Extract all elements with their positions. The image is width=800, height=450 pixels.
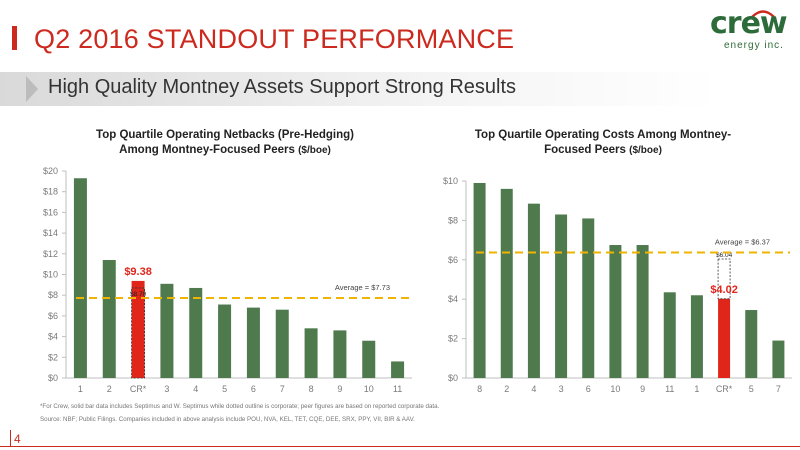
chart1-y-tick-label: $0 bbox=[48, 373, 58, 383]
chart2-bar bbox=[745, 310, 758, 378]
chart1-corporate-label: $8.70 bbox=[130, 291, 147, 298]
chart2-corporate-outline bbox=[717, 258, 731, 300]
chart2-x-tick-label: 4 bbox=[531, 384, 536, 394]
chart1-y-tick-label: $8 bbox=[48, 290, 58, 300]
chart2-x-tick-label: 9 bbox=[640, 384, 645, 394]
chart2-bar bbox=[718, 298, 731, 378]
subtitle-banner: High Quality Montney Assets Support Stro… bbox=[0, 72, 800, 106]
chart1-x-tick-label: 6 bbox=[251, 384, 256, 394]
chart1-title-line2: Among Montney-Focused Peers ($/boe) bbox=[40, 143, 410, 158]
chart2-y-tick-label: $8 bbox=[448, 215, 458, 225]
chart1-y-tick-label: $6 bbox=[48, 311, 58, 321]
chart1-x-tick-label: 10 bbox=[364, 384, 374, 394]
logo-arc-icon bbox=[751, 10, 775, 18]
chart1-x-tick-label: 4 bbox=[193, 384, 198, 394]
title-accent-bar bbox=[12, 26, 17, 50]
chart1-bar bbox=[333, 330, 347, 378]
chart1-bar bbox=[362, 340, 376, 378]
chart2-average-label: Average = $6.37 bbox=[715, 238, 770, 247]
chart1-bar bbox=[160, 283, 174, 378]
chart2-x-tick-label: 7 bbox=[776, 384, 781, 394]
chart2-title-line2: Focused Peers ($/boe) bbox=[418, 143, 788, 158]
chart1-bar bbox=[218, 304, 232, 378]
page-number: 4 bbox=[14, 432, 21, 446]
chart1-y-tick-label: $12 bbox=[43, 249, 58, 259]
chart2-y-tick-label: $0 bbox=[448, 373, 458, 383]
chart1-y-tick-label: $10 bbox=[43, 270, 58, 280]
chart1-x-tick-label: 2 bbox=[107, 384, 112, 394]
chart2-bar bbox=[582, 218, 595, 378]
footnote-line1: *For Crew, solid bar data includes Septi… bbox=[40, 403, 440, 410]
chart2-title-line2-text: Focused Peers bbox=[544, 144, 626, 156]
chart2-bar bbox=[772, 340, 785, 378]
footer-line bbox=[0, 446, 800, 447]
subtitle-shade bbox=[0, 72, 720, 106]
chart2-title-line1: Top Quartile Operating Costs Among Montn… bbox=[474, 129, 732, 141]
chart1-title: Top Quartile Operating Netbacks (Pre-Hed… bbox=[40, 128, 410, 158]
chart1-highlight-label: $9.38 bbox=[124, 266, 152, 278]
chart1-bar bbox=[189, 287, 203, 378]
chart1-y-tick-label: $20 bbox=[43, 166, 58, 176]
chart2-y-tick-label: $6 bbox=[448, 255, 458, 265]
chart1-average-label: Average = $7.73 bbox=[335, 283, 390, 292]
chart1-title-unit: ($/boe) bbox=[298, 145, 331, 156]
page-title: Q2 2016 STANDOUT PERFORMANCE bbox=[34, 24, 515, 54]
chart1-bar bbox=[304, 328, 318, 378]
chart2-x-tick-label: 2 bbox=[504, 384, 509, 394]
chart1-y-tick-label: $14 bbox=[43, 228, 58, 238]
chart1-y-tick-label: $18 bbox=[43, 187, 58, 197]
chart1-title-line2-text: Among Montney-Focused Peers bbox=[119, 144, 295, 156]
chart2-x-tick-label: 5 bbox=[749, 384, 754, 394]
chart2-y-tick-label: $2 bbox=[448, 334, 458, 344]
chart2-x-tick-label: CR* bbox=[716, 384, 733, 394]
chart1-bar bbox=[275, 309, 289, 378]
chart2-bar bbox=[555, 214, 568, 378]
crew-logo: crew energy inc. bbox=[700, 6, 792, 56]
chart1-x-tick-label: CR* bbox=[130, 384, 147, 394]
chart1-corporate-outline bbox=[131, 287, 145, 379]
chart1-x-tick-label: 9 bbox=[337, 384, 342, 394]
subtitle-arrow-icon bbox=[26, 76, 38, 102]
chart1-bar bbox=[73, 178, 87, 378]
chart2-x-tick-label: 8 bbox=[477, 384, 482, 394]
chart1-x-tick-label: 11 bbox=[393, 384, 402, 394]
chart2-x-tick-label: 6 bbox=[586, 384, 591, 394]
chart2-x-tick-label: 11 bbox=[665, 384, 674, 394]
chart2-bar bbox=[500, 188, 513, 378]
page-subtitle: High Quality Montney Assets Support Stro… bbox=[48, 76, 517, 98]
chart2-highlight-label: $4.02 bbox=[710, 284, 738, 296]
chart1-title-line1: Top Quartile Operating Netbacks (Pre-Hed… bbox=[96, 129, 354, 141]
chart1-y-tick-label: $2 bbox=[48, 352, 58, 362]
chart1-x-tick-label: 5 bbox=[222, 384, 227, 394]
chart2-bar bbox=[663, 292, 676, 378]
chart1-y-tick-label: $4 bbox=[48, 332, 58, 342]
chart1-bar bbox=[131, 280, 145, 378]
chart2-title: Top Quartile Operating Costs Among Montn… bbox=[418, 128, 788, 158]
chart1-x-tick-label: 7 bbox=[280, 384, 285, 394]
chart2-corporate-label: $6.04 bbox=[716, 252, 733, 259]
footnote-line2: Source: NBF; Public Filings. Companies i… bbox=[40, 416, 415, 423]
chart2-y-tick-label: $10 bbox=[443, 176, 458, 186]
chart1-x-tick-label: 8 bbox=[309, 384, 314, 394]
chart2-bar bbox=[636, 245, 649, 378]
chart1-y-tick-label: $16 bbox=[43, 207, 58, 217]
chart2-y-tick-label: $4 bbox=[448, 294, 458, 304]
chart2-x-tick-label: 3 bbox=[559, 384, 564, 394]
logo-word: crew bbox=[710, 6, 788, 41]
logo-subtext: energy inc. bbox=[724, 40, 784, 51]
page-number-divider bbox=[10, 430, 11, 446]
chart2-title-unit: ($/boe) bbox=[629, 145, 662, 156]
chart2-bar bbox=[473, 182, 486, 378]
chart2-x-tick-label: 1 bbox=[694, 384, 699, 394]
chart1-bar bbox=[391, 361, 405, 378]
chart2-bar bbox=[690, 295, 703, 378]
chart1-bar bbox=[102, 260, 116, 378]
chart1-bar bbox=[246, 307, 260, 378]
chart1-x-tick-label: 3 bbox=[164, 384, 169, 394]
chart1-x-tick-label: 1 bbox=[78, 384, 83, 394]
chart2-x-tick-label: 10 bbox=[610, 384, 620, 394]
chart2-bar bbox=[527, 203, 540, 378]
chart2-bar bbox=[609, 245, 622, 378]
